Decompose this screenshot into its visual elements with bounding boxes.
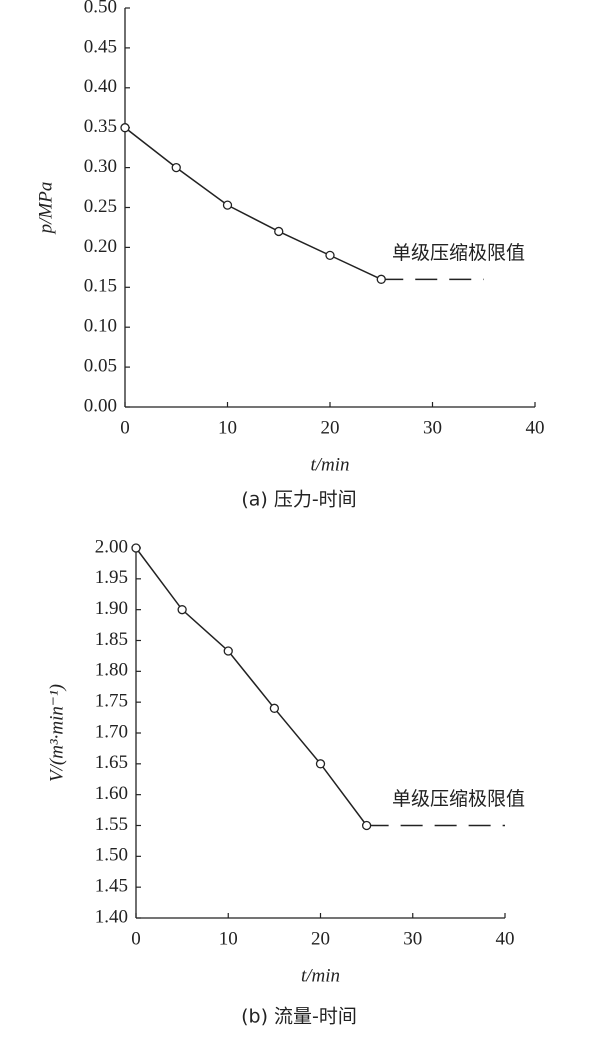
data-line [124, 127, 382, 280]
x-axis-label: t/min [310, 454, 349, 475]
y-tick-label: 0.00 [84, 395, 117, 416]
caption: (a) 压力-时间 [241, 489, 356, 511]
data-point [177, 605, 187, 615]
y-tick-label: 0.40 [84, 76, 117, 97]
limit-label: 单级压缩极限值 [392, 788, 525, 810]
x-tick-label: 30 [423, 417, 442, 438]
y-tick-label: 0.35 [84, 116, 117, 137]
y-tick-label: 0.05 [84, 355, 117, 376]
x-tick-label: 0 [131, 928, 141, 949]
data-point [315, 759, 326, 769]
y-tick-label: 0.50 [84, 0, 117, 17]
y-tick-label: 1.60 [95, 783, 128, 804]
y-tick-label: 1.95 [95, 567, 128, 588]
y-tick-label: 1.80 [95, 660, 128, 681]
data-line [135, 547, 368, 826]
y-tick-label: 0.15 [84, 276, 117, 297]
limit-label: 单级压缩极限值 [392, 242, 525, 264]
data-point [361, 820, 372, 831]
x-tick-label: 30 [403, 928, 422, 949]
y-tick-label: 1.85 [95, 629, 128, 650]
data-point [120, 123, 130, 133]
data-point [171, 162, 181, 173]
data-point [223, 646, 233, 656]
x-tick-label: 40 [496, 928, 515, 949]
x-tick-label: 20 [311, 928, 330, 949]
y-tick-label: 1.50 [95, 845, 128, 866]
data-point [376, 274, 386, 284]
y-tick-label: 0.25 [84, 196, 117, 217]
y-tick-label: 1.90 [95, 598, 128, 619]
y-tick-label: 0.45 [84, 36, 117, 57]
x-tick-label: 10 [219, 928, 238, 949]
y-axis-label: V/(m³·min⁻¹) [46, 684, 67, 782]
y-tick-label: 1.70 [95, 721, 128, 742]
y-tick-label: 1.55 [95, 814, 128, 835]
data-point [269, 703, 280, 713]
x-tick-label: 0 [120, 417, 130, 438]
data-point [325, 250, 335, 261]
caption: (b) 流量-时间 [241, 1006, 357, 1028]
x-tick-label: 40 [526, 417, 545, 438]
data-point [274, 226, 284, 237]
y-tick-label: 0.10 [84, 316, 117, 337]
y-tick-label: 1.75 [95, 691, 128, 712]
y-tick-label: 2.00 [95, 536, 128, 557]
y-tick-label: 1.40 [95, 906, 128, 927]
y-tick-label: 1.45 [95, 876, 128, 897]
data-point [222, 200, 233, 210]
y-tick-label: 1.65 [95, 752, 128, 773]
x-tick-label: 10 [218, 417, 237, 438]
y-tick-label: 0.30 [84, 156, 117, 177]
x-tick-label: 20 [321, 417, 340, 438]
data-point [131, 543, 141, 553]
y-axis-label: p/MPa [35, 182, 56, 236]
y-tick-label: 0.20 [84, 236, 117, 257]
x-axis-label: t/min [301, 965, 340, 986]
